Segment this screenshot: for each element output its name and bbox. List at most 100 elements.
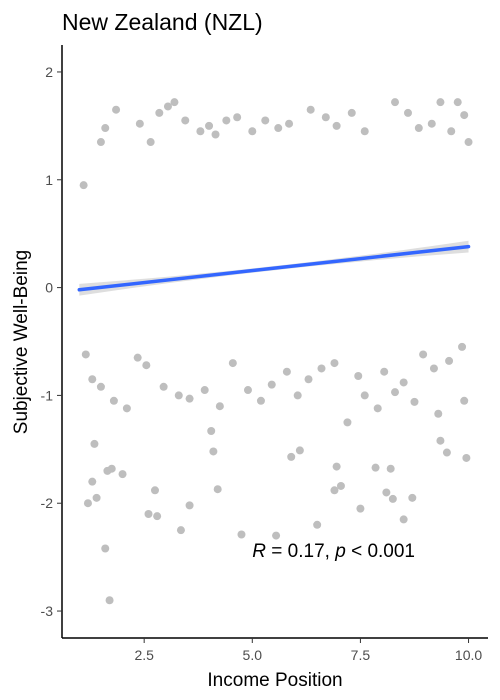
data-point-45 [146,138,155,147]
y-axis-title: Subjective Well-Being [11,250,32,434]
data-point-98 [399,378,408,387]
data-point-20 [313,520,322,529]
data-point-8 [118,470,127,479]
data-point-44 [135,119,144,128]
data-point-28 [399,515,408,524]
data-point-83 [200,386,209,395]
data-point-96 [354,372,363,381]
data-point-80 [159,382,168,391]
data-point-2 [105,596,114,605]
data-point-62 [347,108,356,117]
data-point-38 [391,388,400,397]
data-point-32 [442,448,451,457]
data-point-94 [330,359,339,368]
data-point-11 [153,512,162,521]
data-point-50 [196,127,205,136]
r-value: = 0.17, [266,541,335,562]
data-point-14 [209,447,218,456]
data-point-26 [382,488,391,497]
data-point-101 [445,356,454,365]
data-point-53 [222,116,231,125]
data-point-49 [181,116,190,125]
data-point-25 [371,463,380,472]
data-point-42 [101,124,110,133]
data-point-47 [163,102,172,111]
data-point-9 [144,510,153,519]
data-point-27 [386,464,395,473]
data-point-57 [274,124,283,133]
data-point-90 [282,367,291,376]
data-point-29 [388,494,397,503]
data-point-93 [317,364,326,373]
data-point-7 [92,493,101,502]
data-point-75 [96,382,105,391]
data-point-31 [436,436,445,445]
data-point-18 [287,452,296,461]
data-point-95 [343,418,352,427]
p-symbol: p [334,541,346,562]
points-layer [79,98,473,605]
y-ticks: -3 -2 -1 0 1 2 [41,64,62,619]
data-point-54 [233,113,242,122]
data-point-100 [429,364,438,373]
data-point-41 [96,138,105,147]
data-point-73 [81,350,90,359]
p-value: < 0.001 [346,541,415,562]
data-point-59 [306,105,315,114]
data-point-102 [458,342,467,351]
data-point-77 [122,404,131,413]
data-point-1 [90,439,99,448]
x-tick-label: 7.5 [351,647,371,663]
data-point-33 [462,453,471,462]
regression-line [77,244,471,292]
correlation-annotation: R = 0.17, p < 0.001 [252,541,415,562]
data-point-99 [419,350,428,359]
data-point-68 [436,98,445,107]
data-point-70 [460,111,469,120]
data-point-74 [88,375,97,384]
data-point-37 [373,404,382,413]
data-point-79 [142,361,151,370]
data-point-15 [213,485,222,494]
data-point-56 [261,116,270,125]
data-point-19 [295,446,304,455]
data-point-71 [447,127,456,136]
data-point-92 [304,375,313,384]
data-point-58 [285,119,294,128]
data-point-48 [170,98,179,107]
y-tick-label: -3 [41,603,54,619]
data-point-61 [332,121,341,130]
data-point-13 [185,501,194,510]
data-point-82 [185,394,194,403]
data-point-78 [133,353,142,362]
data-point-97 [380,367,389,376]
data-point-12 [176,526,185,535]
data-point-89 [267,380,276,389]
data-point-16 [237,530,246,539]
data-point-36 [360,391,369,400]
x-tick-label: 2.5 [134,647,154,663]
data-point-91 [293,391,302,400]
data-point-88 [256,396,265,405]
data-point-0 [83,499,92,508]
data-point-24 [356,504,365,513]
chart-title: New Zealand (NZL) [62,9,263,35]
data-point-35 [460,396,469,405]
data-point-87 [243,386,252,395]
y-tick-label: 2 [45,64,53,80]
data-point-3 [101,544,110,553]
data-point-86 [228,359,237,368]
data-point-39 [410,397,419,406]
data-point-23 [336,481,345,490]
x-tick-label: 10.0 [455,647,482,663]
data-point-46 [155,108,164,117]
data-point-10 [150,486,159,495]
y-tick-label: 1 [45,172,53,188]
data-point-30 [408,493,417,502]
data-point-81 [174,391,183,400]
data-point-85 [215,402,224,411]
data-point-72 [464,138,473,147]
data-point-21 [330,486,339,495]
data-point-69 [453,98,462,107]
